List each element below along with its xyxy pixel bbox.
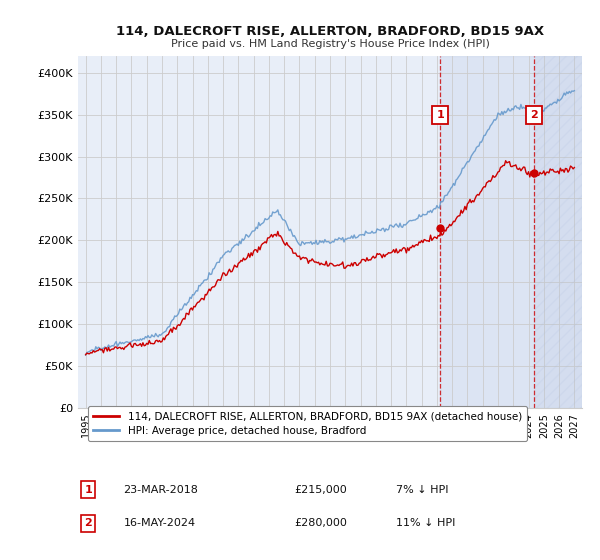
Text: 23-MAR-2018: 23-MAR-2018 <box>124 484 198 494</box>
Text: 11% ↓ HPI: 11% ↓ HPI <box>395 519 455 529</box>
Text: 1: 1 <box>436 110 444 120</box>
Legend: 114, DALECROFT RISE, ALLERTON, BRADFORD, BD15 9AX (detached house), HPI: Average: 114, DALECROFT RISE, ALLERTON, BRADFORD,… <box>88 406 527 441</box>
Text: £280,000: £280,000 <box>295 519 347 529</box>
Text: 2: 2 <box>84 519 92 529</box>
Text: 1: 1 <box>84 484 92 494</box>
Bar <box>534 56 582 408</box>
Text: Price paid vs. HM Land Registry's House Price Index (HPI): Price paid vs. HM Land Registry's House … <box>170 39 490 49</box>
Text: 16-MAY-2024: 16-MAY-2024 <box>124 519 196 529</box>
Text: 7% ↓ HPI: 7% ↓ HPI <box>395 484 448 494</box>
Text: 114, DALECROFT RISE, ALLERTON, BRADFORD, BD15 9AX: 114, DALECROFT RISE, ALLERTON, BRADFORD,… <box>116 25 544 38</box>
Text: 2: 2 <box>530 110 538 120</box>
Bar <box>440 56 582 408</box>
Text: £215,000: £215,000 <box>295 484 347 494</box>
